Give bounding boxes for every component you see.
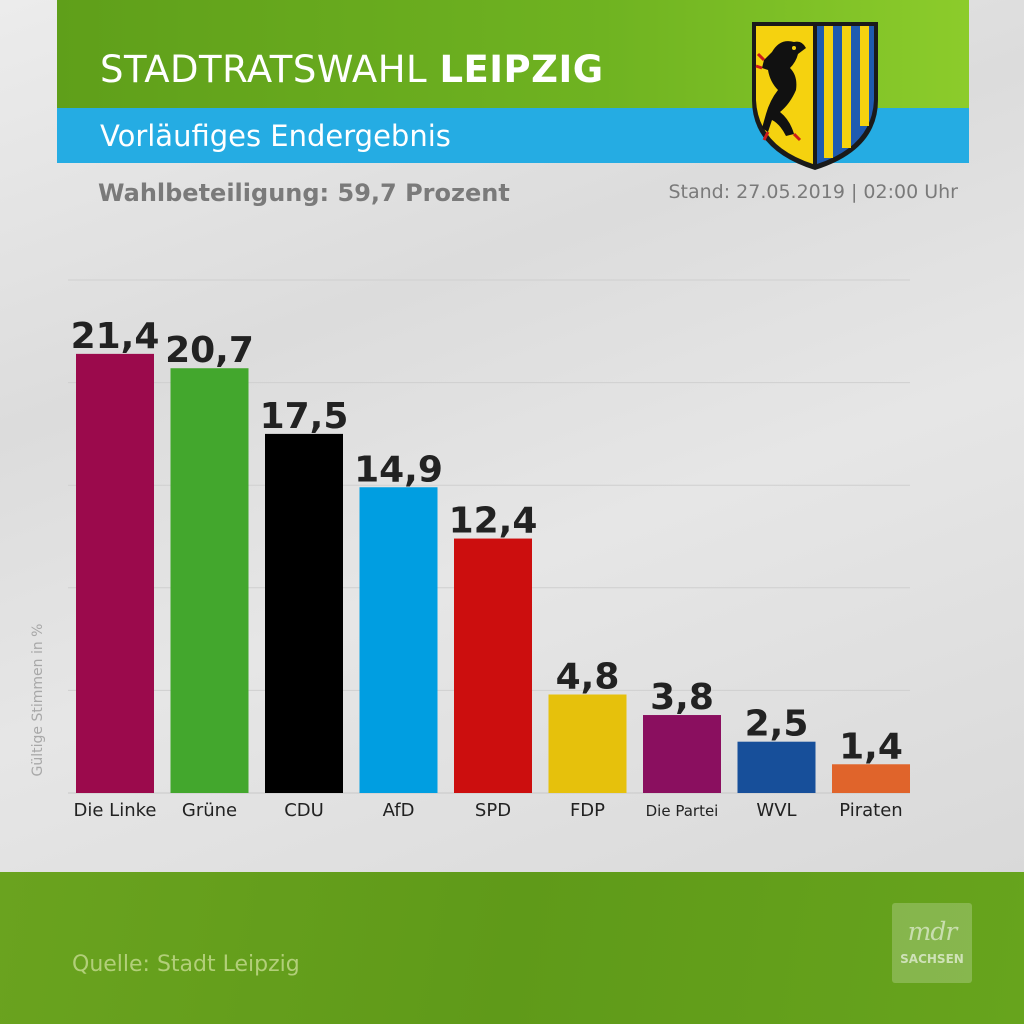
bar-fdp <box>548 694 627 793</box>
mdr-logo-top: mdr <box>907 917 958 946</box>
category-label: Die Partei <box>646 802 719 820</box>
leipzig-coat-of-arms-icon <box>752 22 878 170</box>
value-label: 17,5 <box>260 396 349 437</box>
source-text: Quelle: Stadt Leipzig <box>72 952 300 977</box>
category-label: FDP <box>570 800 605 821</box>
bar-cdu <box>265 433 343 793</box>
value-label: 20,7 <box>165 330 254 371</box>
category-label: Piraten <box>839 800 902 821</box>
value-label: 4,8 <box>556 657 620 698</box>
value-label: 2,5 <box>745 704 809 745</box>
category-label: AfD <box>383 800 415 821</box>
value-label: 21,4 <box>71 316 160 357</box>
page-subtitle: Vorläufiges Endergebnis <box>100 119 451 153</box>
value-label: 12,4 <box>449 501 538 542</box>
bar-wvl <box>737 741 816 793</box>
title-bold: LEIPZIG <box>439 48 604 91</box>
mdr-logo-bottom: SACHSEN <box>900 952 964 966</box>
category-label: CDU <box>284 800 324 821</box>
bar-die-partei <box>643 715 721 793</box>
bar-piraten <box>832 764 910 793</box>
category-label: Die Linke <box>74 800 157 821</box>
y-axis-label: Gültige Stimmen in % <box>30 623 46 777</box>
footer-background <box>0 872 1024 1024</box>
value-label: 14,9 <box>354 449 443 490</box>
bar-die-linke <box>76 353 154 793</box>
title-light: STADTRATSWAHL <box>100 48 428 91</box>
category-label: WVL <box>756 800 796 821</box>
bar-spd <box>454 538 532 793</box>
value-label: 3,8 <box>650 677 714 718</box>
value-label: 1,4 <box>839 726 903 767</box>
timestamp-text: Stand: 27.05.2019 | 02:00 Uhr <box>668 181 958 203</box>
category-label: SPD <box>475 800 511 821</box>
category-label: Grüne <box>182 800 237 821</box>
bar-chart: 21,4 Die Linke 20,7 Grüne 17,5 CDU 14,9 AfD 12,4… <box>68 279 910 821</box>
turnout-text: Wahlbeteiligung: 59,7 Prozent <box>98 179 510 207</box>
bar-gr-ne <box>170 368 249 793</box>
bar-afd <box>359 487 438 793</box>
page-title: STADTRATSWAHL LEIPZIG <box>100 48 604 91</box>
mdr-logo: mdr SACHSEN <box>892 903 972 983</box>
